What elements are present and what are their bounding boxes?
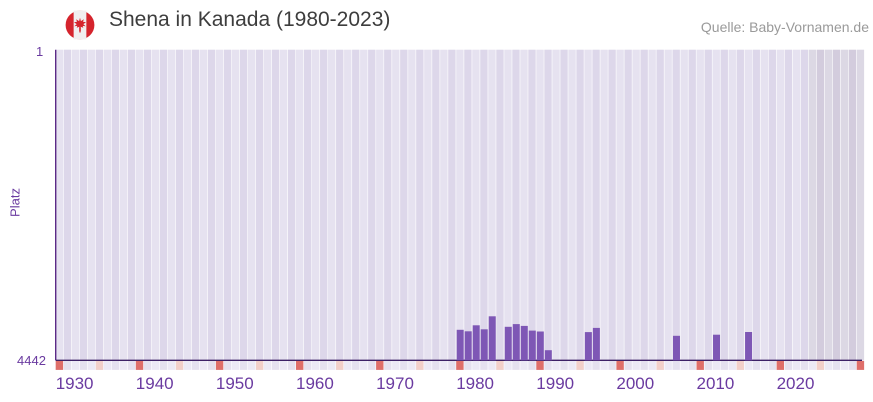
svg-text:1990: 1990	[536, 374, 574, 393]
svg-text:1980: 1980	[456, 374, 494, 393]
svg-text:2000: 2000	[616, 374, 654, 393]
svg-text:1970: 1970	[376, 374, 414, 393]
svg-text:1930: 1930	[56, 374, 94, 393]
svg-text:2010: 2010	[697, 374, 735, 393]
svg-text:1950: 1950	[216, 374, 254, 393]
svg-text:1940: 1940	[136, 374, 174, 393]
svg-text:2020: 2020	[777, 374, 815, 393]
svg-text:1960: 1960	[296, 374, 334, 393]
